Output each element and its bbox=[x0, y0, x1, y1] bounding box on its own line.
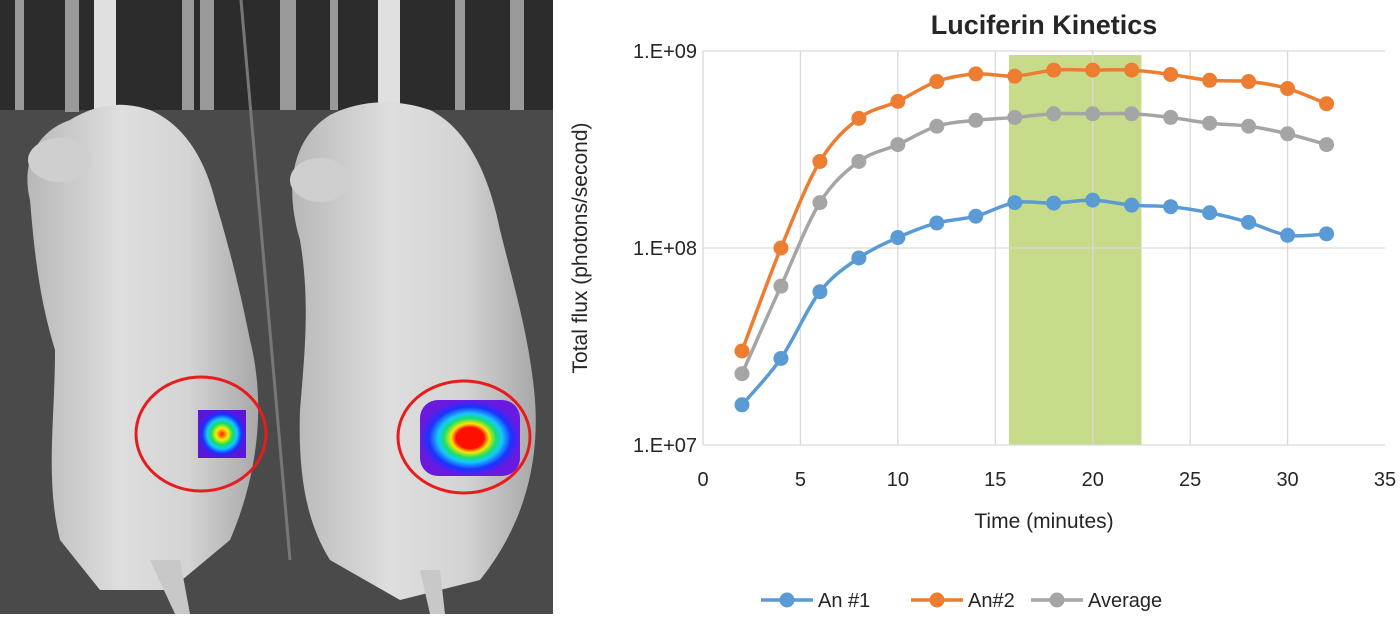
holder-bars bbox=[15, 0, 524, 112]
data-point bbox=[1085, 192, 1101, 208]
signal-spot-left bbox=[198, 410, 246, 458]
data-point bbox=[1241, 74, 1257, 90]
data-point bbox=[968, 208, 984, 224]
data-point bbox=[890, 137, 906, 153]
data-point bbox=[1007, 109, 1023, 125]
data-point bbox=[851, 250, 867, 266]
data-point bbox=[1046, 106, 1062, 122]
data-point bbox=[1124, 62, 1140, 78]
x-tick-label: 25 bbox=[1179, 469, 1201, 491]
series-line-an-1 bbox=[740, 198, 1327, 406]
data-point bbox=[968, 112, 984, 128]
data-point bbox=[929, 74, 945, 90]
data-point bbox=[1280, 227, 1296, 243]
x-tick-label: 5 bbox=[795, 469, 806, 491]
data-point bbox=[1319, 226, 1335, 242]
data-point bbox=[1319, 137, 1335, 153]
data-point bbox=[890, 93, 906, 109]
series-average bbox=[734, 106, 1335, 382]
axes: 0 5 10 15 20 25 30 35 1.E+07 1.E+08 1.E+09 bbox=[633, 41, 1396, 491]
data-point bbox=[1085, 106, 1101, 122]
luciferin-kinetics-chart: Luciferin Kinetics 0 5 10 15 20 25 30 35 1.E+07 1… bbox=[553, 0, 1400, 614]
series-an-1 bbox=[734, 192, 1335, 413]
data-point bbox=[851, 110, 867, 126]
highlight-band-layer bbox=[1008, 55, 1142, 445]
data-point bbox=[1124, 197, 1140, 213]
data-point bbox=[734, 397, 750, 413]
highlight-band bbox=[1008, 55, 1142, 445]
legend-item-average: Average bbox=[1031, 590, 1162, 612]
x-tick-label: 30 bbox=[1276, 469, 1298, 491]
data-point bbox=[1202, 115, 1218, 131]
data-point bbox=[734, 343, 750, 359]
data-point bbox=[1241, 118, 1257, 134]
data-point bbox=[812, 195, 828, 211]
data-point bbox=[1007, 195, 1023, 211]
data-point bbox=[1085, 62, 1101, 78]
data-point bbox=[1046, 195, 1062, 211]
data-point bbox=[1280, 81, 1296, 97]
data-point bbox=[1163, 66, 1179, 82]
legend-label: An #1 bbox=[818, 590, 870, 612]
data-point bbox=[812, 153, 828, 169]
data-point bbox=[929, 215, 945, 231]
data-point bbox=[773, 350, 789, 366]
data-point bbox=[1163, 109, 1179, 125]
photo-top-shadow bbox=[0, 0, 553, 110]
legend-marker bbox=[1049, 592, 1065, 608]
data-point bbox=[1007, 68, 1023, 84]
data-point bbox=[1163, 199, 1179, 215]
data-point bbox=[1124, 106, 1140, 122]
y-tick-label: 1.E+08 bbox=[633, 238, 697, 260]
y-tick-label: 1.E+09 bbox=[633, 41, 697, 63]
roi-circle-right bbox=[396, 379, 532, 495]
signal-spot-right bbox=[420, 400, 520, 476]
data-point bbox=[851, 153, 867, 169]
data-point bbox=[1202, 205, 1218, 221]
legend-marker bbox=[779, 592, 795, 608]
x-tick-label: 20 bbox=[1082, 469, 1104, 491]
series-an-2 bbox=[734, 62, 1335, 359]
y-axis-label: Total flux (photons/second) bbox=[569, 123, 592, 374]
data-point bbox=[1280, 126, 1296, 142]
chart-svg: Luciferin Kinetics 0 5 10 15 20 25 30 35 1.E+07 1… bbox=[569, 10, 1396, 612]
y-tick-label: 1.E+07 bbox=[633, 435, 697, 457]
divider-wire bbox=[239, 0, 292, 561]
roi-circle-left bbox=[134, 375, 268, 493]
mouse-imaging-photo bbox=[0, 0, 553, 614]
legend-label: Average bbox=[1088, 590, 1162, 612]
x-axis-label: Time (minutes) bbox=[974, 510, 1113, 533]
legend-item-an-1: An #1 bbox=[761, 590, 870, 612]
x-tick-label: 15 bbox=[984, 469, 1006, 491]
legend-marker bbox=[929, 592, 945, 608]
data-point bbox=[773, 278, 789, 294]
series-layer bbox=[734, 62, 1335, 413]
mouse-image-svg bbox=[0, 0, 553, 614]
legend-item-an-2: An#2 bbox=[911, 590, 1015, 612]
chart-title: Luciferin Kinetics bbox=[931, 10, 1158, 40]
data-point bbox=[812, 284, 828, 300]
data-point bbox=[734, 366, 750, 382]
mouse-left bbox=[27, 0, 259, 614]
data-point bbox=[773, 240, 789, 256]
data-point bbox=[1202, 72, 1218, 88]
data-point bbox=[968, 66, 984, 82]
legend: An #1 An#2 Average bbox=[761, 590, 1162, 612]
legend-label: An#2 bbox=[968, 590, 1015, 612]
data-point bbox=[1319, 96, 1335, 112]
x-tick-label: 35 bbox=[1374, 469, 1396, 491]
data-point bbox=[1241, 214, 1257, 230]
data-point bbox=[1046, 62, 1062, 78]
data-point bbox=[929, 118, 945, 134]
x-tick-label: 0 bbox=[697, 469, 708, 491]
x-tick-label: 10 bbox=[887, 469, 909, 491]
gridlines bbox=[703, 50, 1385, 446]
data-point bbox=[890, 230, 906, 246]
